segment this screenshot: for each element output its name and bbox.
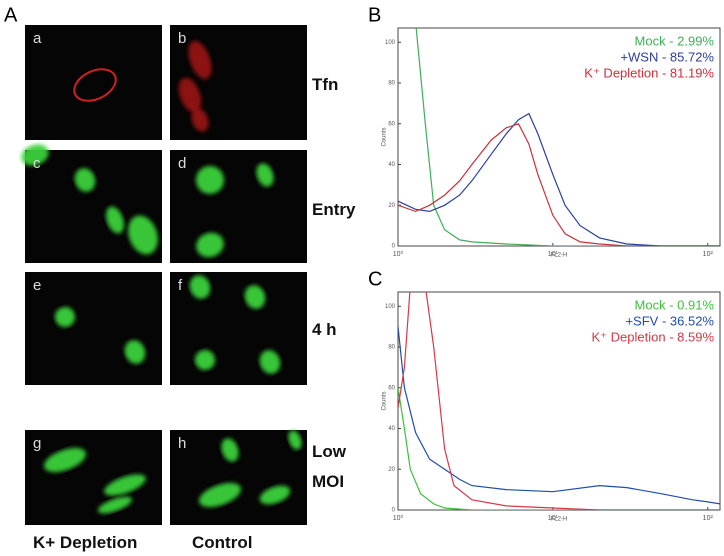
y-tick-label: 40 — [388, 162, 395, 168]
micrograph: e — [25, 272, 162, 385]
image-label: b — [178, 30, 186, 47]
cell — [188, 40, 212, 80]
cell — [44, 447, 86, 473]
y-tick-label: 100 — [385, 40, 396, 46]
cell — [73, 68, 117, 102]
y-tick-label: 80 — [388, 81, 395, 87]
column-label: K+ Depletion — [33, 533, 138, 552]
image-label: h — [178, 435, 186, 452]
x-tick-label: 10¹ — [548, 515, 559, 522]
image-background — [25, 272, 162, 385]
cell — [196, 232, 224, 258]
row-label: Low MOI — [312, 442, 346, 491]
legend-entry: +SFV - 36.52% — [625, 313, 714, 328]
x-tick-label: 10⁰ — [393, 514, 404, 522]
micrograph: h — [170, 430, 307, 525]
cell — [74, 168, 96, 192]
series-line — [398, 326, 720, 505]
legend-entry: K⁺ Depletion - 81.19% — [584, 65, 714, 80]
row-label: Entry — [312, 200, 356, 219]
cell — [124, 340, 146, 364]
image-label: e — [33, 277, 41, 294]
y-tick-label: 0 — [392, 244, 396, 250]
legend-entry: Mock - 2.99% — [635, 33, 715, 48]
image-background — [170, 430, 307, 525]
panel-label: B — [368, 4, 381, 26]
micrograph: f — [170, 272, 307, 385]
x-tick-label: 10⁰ — [393, 250, 404, 258]
cell — [189, 275, 211, 299]
plot-frame — [397, 27, 721, 247]
micrograph: g — [25, 430, 162, 525]
cell — [195, 350, 215, 370]
y-tick-label: 80 — [388, 345, 395, 351]
series-line — [398, 123, 720, 246]
y-axis-label: Counts — [382, 391, 388, 410]
series-line — [398, 112, 720, 246]
panel-label: C — [368, 268, 382, 290]
cell — [55, 307, 75, 327]
cell — [196, 166, 224, 194]
cell — [106, 206, 124, 234]
y-tick-label: 60 — [388, 121, 395, 127]
cell — [104, 474, 146, 496]
x-axis-label: FL2-H — [551, 253, 568, 259]
y-tick-label: 40 — [388, 426, 395, 432]
cell — [97, 496, 133, 514]
column-label: Control — [192, 533, 253, 552]
y-tick-label: 60 — [388, 385, 395, 391]
image-background — [170, 150, 307, 263]
image-label: f — [178, 277, 183, 294]
row-label: 4 h — [312, 320, 337, 339]
cell — [178, 77, 202, 113]
image-label: g — [33, 435, 41, 452]
series-line — [415, 28, 720, 246]
micrograph: d — [170, 150, 307, 263]
panel-label: A — [4, 4, 18, 26]
x-tick-label: 10² — [703, 515, 714, 522]
series-line — [398, 387, 720, 510]
x-tick-label: 10¹ — [548, 251, 559, 258]
row-label: Tfn — [312, 75, 339, 94]
cell — [256, 163, 274, 187]
y-tick-label: 100 — [385, 304, 396, 310]
y-axis-label: Counts — [382, 127, 388, 146]
legend-entry: K⁺ Depletion - 8.59% — [592, 329, 715, 344]
cell — [259, 485, 291, 505]
series-line — [398, 292, 720, 510]
cell — [244, 285, 266, 309]
legend-entry: Mock - 0.91% — [635, 297, 715, 312]
cell — [191, 108, 209, 132]
image-label: a — [33, 30, 42, 47]
cell — [288, 430, 302, 450]
x-tick-label: 10² — [703, 251, 714, 258]
y-tick-label: 0 — [392, 508, 396, 514]
y-tick-label: 20 — [388, 467, 395, 473]
micrograph: a — [25, 25, 162, 140]
cell — [128, 215, 158, 255]
image-background — [25, 25, 162, 140]
micrograph: b — [170, 25, 307, 140]
x-axis-label: FL2-H — [551, 517, 568, 523]
cell — [199, 482, 241, 508]
micrograph: c — [21, 144, 162, 263]
y-tick-label: 20 — [388, 203, 395, 209]
legend-entry: +WSN - 85.72% — [620, 49, 714, 64]
image-label: c — [33, 155, 41, 172]
cell — [21, 144, 49, 166]
cell — [221, 438, 239, 462]
image-label: d — [178, 155, 186, 172]
cell — [259, 350, 281, 374]
